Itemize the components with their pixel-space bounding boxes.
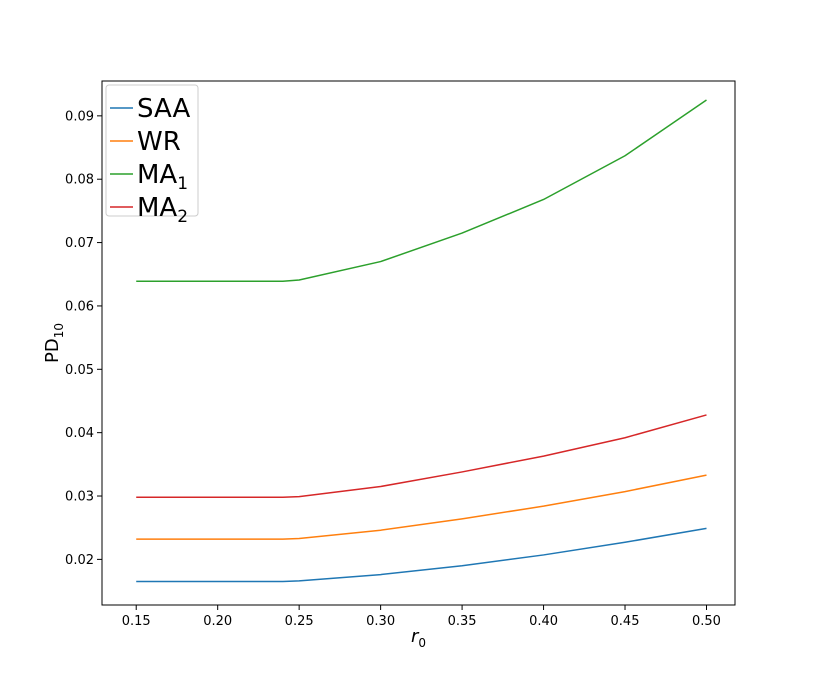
y-axis-label: PD10	[42, 323, 66, 363]
y-tick-label: 0.08	[65, 173, 94, 188]
legend-item-saa: SAA	[110, 94, 190, 124]
series-line-ma2	[136, 414, 707, 499]
y-tick-label: 0.09	[65, 109, 94, 124]
y-tick-label: 0.02	[65, 553, 94, 568]
series-lines	[136, 99, 707, 583]
x-tick-label: 0.50	[692, 614, 721, 629]
legend-item-wr: WR	[110, 127, 181, 157]
x-tick-label: 0.20	[203, 614, 232, 629]
x-axis-label-base: r	[411, 626, 420, 647]
legend-label-sub: 2	[177, 207, 188, 227]
legend-label-base: WR	[137, 127, 181, 157]
series-line-saa	[136, 527, 707, 583]
x-tick-label: 0.40	[529, 614, 558, 629]
y-axis-label-base: PD	[42, 338, 63, 363]
y-tick-label: 0.06	[65, 299, 94, 314]
series-line-wr	[136, 474, 707, 540]
x-tick-label: 0.15	[122, 614, 151, 629]
legend-label-base: MA	[137, 160, 177, 190]
legend-item-ma2: MA2	[110, 193, 188, 227]
x-tick-label: 0.30	[366, 614, 395, 629]
legend-label-base: MA	[137, 193, 177, 223]
x-tick-label: 0.25	[285, 614, 314, 629]
plot-frame	[101, 80, 736, 606]
legend-label-sub: 1	[177, 174, 188, 194]
series-line-ma1	[136, 99, 707, 282]
y-axis-label-sub: 10	[52, 323, 66, 338]
y-tick-label: 0.04	[65, 426, 94, 441]
y-axis: 0.02 0.03 0.04 0.05 0.06 0.07 0.08 0.09	[65, 109, 102, 568]
y-tick-label: 0.05	[65, 363, 94, 378]
legend-label: WR	[137, 127, 181, 157]
x-axis: 0.15 0.20 0.25 0.30 0.35 0.40 0.45 0.50	[122, 605, 721, 629]
legend-item-ma1: MA1	[110, 160, 188, 194]
x-tick-label: 0.45	[611, 614, 640, 629]
x-tick-label: 0.35	[448, 614, 477, 629]
legend-label: MA2	[137, 193, 188, 227]
legend-label: SAA	[137, 94, 190, 124]
y-tick-label: 0.03	[65, 490, 94, 505]
x-axis-label: r0	[411, 626, 426, 650]
y-tick-label: 0.07	[65, 236, 94, 251]
legend-label: MA1	[137, 160, 188, 194]
x-axis-label-sub: 0	[418, 636, 426, 650]
legend-box	[105, 84, 199, 217]
legend-label-base: SAA	[137, 94, 190, 124]
